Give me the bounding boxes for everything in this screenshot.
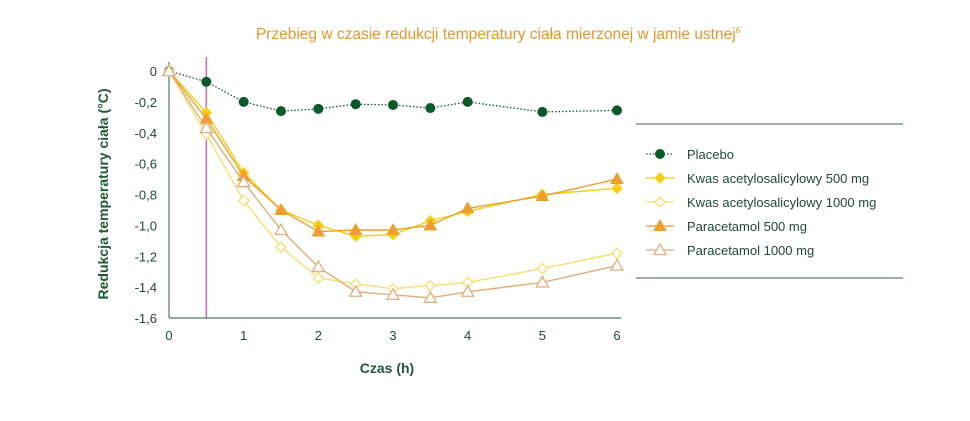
data-point <box>386 222 400 236</box>
legend-marker <box>654 196 666 208</box>
x-axis-label: Czas (h) <box>360 360 414 376</box>
series-line <box>168 70 618 233</box>
data-point <box>348 284 363 297</box>
data-point <box>424 279 437 292</box>
x-tick-label: 0 <box>165 328 172 343</box>
x-tick-label: 2 <box>315 328 322 343</box>
legend-label: Paracetamol 1000 mg <box>687 243 814 258</box>
y-tick-label: -0,8 <box>135 188 157 203</box>
legend-marker <box>653 218 667 231</box>
data-point <box>350 99 361 110</box>
x-tick-label: 6 <box>613 328 620 343</box>
data-point <box>311 259 326 273</box>
data-point <box>199 120 214 134</box>
legend-marker <box>655 149 665 159</box>
x-tick-label: 3 <box>389 328 396 343</box>
y-axis-label: Redukcja temperatury ciała (°C) <box>95 88 111 299</box>
data-point <box>423 218 438 231</box>
data-point <box>609 258 625 271</box>
data-point <box>276 106 286 117</box>
data-point <box>611 247 623 260</box>
series-group <box>161 63 625 304</box>
series-placebo <box>164 66 622 117</box>
data-point <box>236 174 251 188</box>
data-point <box>237 194 250 207</box>
legend-item: Kwas acetylosalicylowy 500 mg <box>646 171 869 186</box>
data-point <box>313 103 324 114</box>
series-paracetamol-500-mg <box>162 63 624 237</box>
data-point <box>388 99 398 110</box>
data-point <box>460 284 475 297</box>
data-point <box>385 287 401 300</box>
data-point <box>348 222 363 236</box>
data-point <box>610 172 624 185</box>
x-tick-label: 4 <box>464 328 471 343</box>
legend-marker <box>652 242 668 256</box>
data-point <box>462 96 473 107</box>
data-point <box>311 224 326 237</box>
y-tick-label: -1,0 <box>135 218 157 233</box>
data-point <box>273 222 289 236</box>
data-point <box>460 201 475 214</box>
y-tick-label: -0,4 <box>135 126 157 141</box>
data-point <box>536 262 549 275</box>
legend-label: Placebo <box>687 147 734 162</box>
data-point <box>535 189 550 202</box>
x-tick-label: 5 <box>539 328 546 343</box>
data-point <box>425 103 436 114</box>
data-point <box>238 96 249 107</box>
legend-item: Paracetamol 1000 mg <box>646 242 814 258</box>
legend-label: Kwas acetylosalicylowy 500 mg <box>687 171 869 186</box>
axes <box>168 62 621 319</box>
y-tick-label: -1,6 <box>135 311 157 326</box>
y-tick-label: -1,4 <box>135 280 157 295</box>
y-tick-label: -1,2 <box>135 249 157 264</box>
legend-item: Placebo <box>646 147 734 162</box>
legend-label: Kwas acetylosalicylowy 1000 mg <box>687 195 876 210</box>
data-point <box>275 241 287 253</box>
series-paracetamol-1000-mg <box>161 63 625 304</box>
data-point <box>535 275 550 288</box>
legend-item: Paracetamol 500 mg <box>646 218 807 234</box>
data-point <box>274 202 288 215</box>
series-line <box>168 70 618 237</box>
data-point <box>201 76 212 87</box>
y-tick-label: 0 <box>150 64 157 79</box>
legend-label: Paracetamol 500 mg <box>687 219 807 234</box>
legend-marker <box>654 172 666 184</box>
legend: Placebo Kwas acetylosalicylowy 500 mg Kwas… <box>636 123 903 279</box>
data-point <box>312 271 325 284</box>
data-point <box>612 105 622 116</box>
data-point <box>423 290 438 304</box>
y-ticks: 0 -0,2 -0,4 -0,6 -0,8 -1,0 -1,2 -1,4 -1,6 <box>135 64 157 326</box>
data-point <box>537 106 548 117</box>
data-point <box>161 63 177 77</box>
y-tick-label: -0,2 <box>135 95 157 110</box>
series-kwas-acetylosalicylowy-500-mg <box>163 65 623 242</box>
data-point <box>611 182 623 195</box>
series-line <box>168 70 618 113</box>
x-ticks: 0 1 2 3 4 5 6 <box>165 328 620 343</box>
chart-title: Przebieg w czasie redukcji temperatury c… <box>256 26 741 43</box>
legend-item: Kwas acetylosalicylowy 1000 mg <box>646 195 876 210</box>
x-tick-label: 1 <box>240 328 247 343</box>
y-tick-label: -0,6 <box>135 157 157 172</box>
